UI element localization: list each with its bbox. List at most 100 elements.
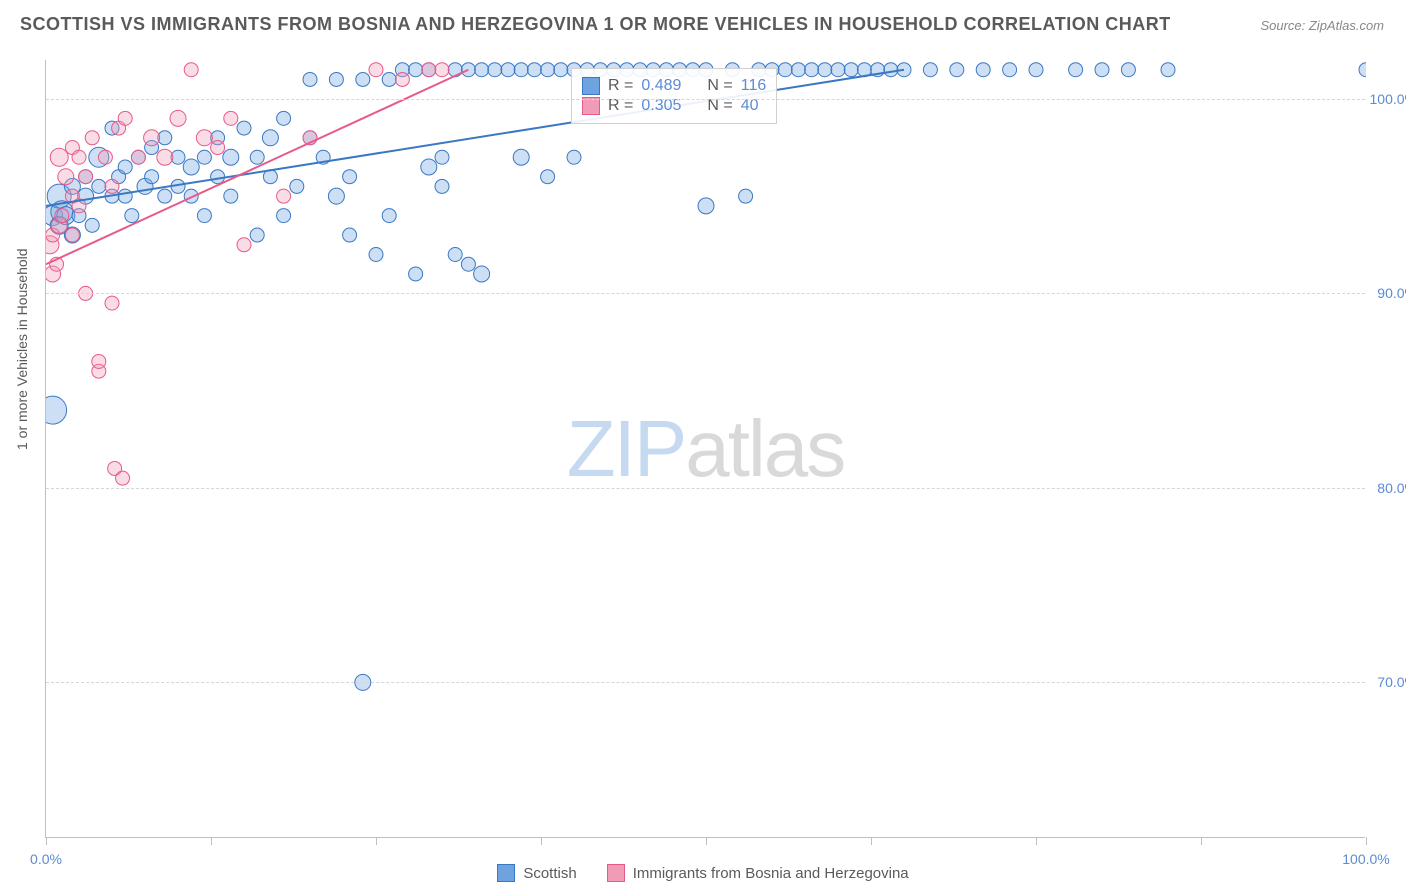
scatter-point [118,111,132,125]
scatter-point [65,228,79,242]
scatter-point [356,72,370,86]
scatter-point [1095,63,1109,77]
scatter-point [46,396,67,424]
legend-item: Immigrants from Bosnia and Herzegovina [607,864,909,882]
scatter-point [196,130,212,146]
scatter-point [435,179,449,193]
y-tick-label: 100.0% [1370,91,1406,107]
scatter-point [55,209,69,223]
scatter-point [224,111,238,125]
scatter-point [805,63,819,77]
legend-swatch [497,864,515,882]
correlation-legend: R =0.489N =116R =0.305N =40 [571,68,777,124]
gridline [46,682,1365,683]
scatter-point [85,131,99,145]
y-tick-label: 70.0% [1377,674,1406,690]
scatter-point [448,248,462,262]
scatter-point [501,63,515,77]
scatter-point [435,63,449,77]
x-tick [376,837,377,845]
scatter-point [50,148,68,166]
legend-item: Scottish [497,864,576,882]
scatter-point [461,63,475,77]
scatter-point [85,218,99,232]
scatter-point [1069,63,1083,77]
scatter-point [223,149,239,165]
legend-label: Immigrants from Bosnia and Herzegovina [633,865,909,882]
source-attribution: Source: ZipAtlas.com [1260,18,1384,33]
scatter-point [369,248,383,262]
scatter-point [250,150,264,164]
scatter-point [158,189,172,203]
scatter-point [698,198,714,214]
scatter-point [844,63,858,77]
scatter-point [92,354,106,368]
x-tick [541,837,542,845]
legend-swatch [582,77,600,95]
x-tick [1201,837,1202,845]
scatter-point [831,63,845,77]
scatter-point [421,159,437,175]
scatter-point [118,160,132,174]
scatter-point [1003,63,1017,77]
scatter-point [1359,63,1366,77]
gridline [46,99,1365,100]
scatter-point [527,63,541,77]
scatter-point [277,111,291,125]
scatter-point [382,209,396,223]
scatter-point [513,149,529,165]
x-tick [706,837,707,845]
scatter-point [567,150,581,164]
x-tick [1036,837,1037,845]
scatter-point [262,130,278,146]
scatter-point [183,159,199,175]
scatter-point [250,228,264,242]
scatter-point [409,63,423,77]
plot-area: ZIPatlas R =0.489N =116R =0.305N =40 70.… [45,60,1365,838]
scatter-point [435,150,449,164]
scatter-point [58,169,74,185]
scatter-point [145,170,159,184]
scatter-point [79,170,93,184]
scatter-point [211,141,225,155]
legend-r-value: 0.489 [641,77,681,95]
scatter-point [422,63,436,77]
scatter-point [98,150,112,164]
legend-r-label: R = [608,77,633,95]
legend-swatch [607,864,625,882]
scatter-point [72,150,86,164]
y-tick-label: 80.0% [1377,480,1406,496]
scatter-point [116,471,130,485]
scatter-point [197,209,211,223]
scatter-point [125,209,139,223]
x-tick [46,837,47,845]
scatter-point [739,189,753,203]
scatter-point [950,63,964,77]
scatter-point [395,72,409,86]
scatter-point [554,63,568,77]
scatter-point [197,150,211,164]
scatter-point [144,130,160,146]
y-axis-label: 1 or more Vehicles in Household [14,248,30,450]
scatter-point [791,63,805,77]
gridline [46,293,1365,294]
scatter-point [1121,63,1135,77]
scatter-point [118,189,132,203]
scatter-point [290,179,304,193]
scatter-point [105,179,119,193]
scatter-point [1029,63,1043,77]
legend-n-label: N = [707,77,732,95]
scatter-point [131,150,145,164]
scatter-point [369,63,383,77]
scatter-point [382,72,396,86]
legend-row: R =0.489N =116 [582,77,766,95]
scatter-point [157,149,173,165]
scatter-point [923,63,937,77]
scatter-point [277,189,291,203]
scatter-point [461,257,475,271]
x-tick [211,837,212,845]
gridline [46,488,1365,489]
scatter-point [237,238,251,252]
scatter-point [170,110,186,126]
scatter-point [541,170,555,184]
